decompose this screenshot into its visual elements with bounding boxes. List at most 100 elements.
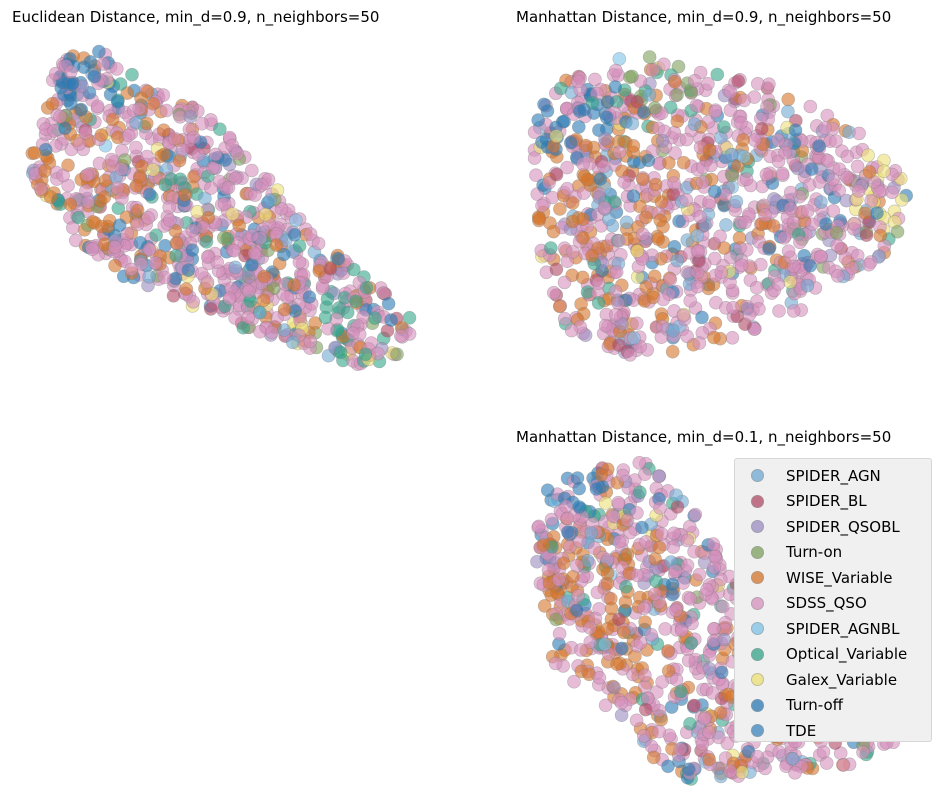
scatter-point <box>532 211 547 226</box>
scatter-point <box>726 300 740 315</box>
scatter-point <box>157 270 172 285</box>
scatter-point <box>58 121 72 136</box>
scatter-point <box>702 661 717 676</box>
scatter-point <box>113 77 128 91</box>
scatter-point <box>702 195 717 209</box>
scatter-point <box>646 750 661 765</box>
scatter-point <box>719 218 733 232</box>
scatter-point <box>654 330 669 345</box>
scatter-point <box>734 258 749 273</box>
scatter-point <box>53 109 67 124</box>
scatter-point <box>657 57 671 72</box>
scatter-point <box>625 69 639 84</box>
scatter-point <box>679 132 694 147</box>
scatter-point <box>303 334 318 349</box>
scatter-point <box>541 562 556 577</box>
scatter-point <box>630 244 645 258</box>
scatter-point <box>717 241 732 255</box>
scatter-point <box>571 588 585 603</box>
scatter-point <box>640 691 655 706</box>
legend-item: SPIDER_BL <box>735 489 931 515</box>
scatter-point <box>653 501 667 515</box>
legend-item: WISE_Variable <box>735 565 931 591</box>
scatter-point <box>166 288 181 303</box>
scatter-point <box>48 66 63 81</box>
scatter-point <box>204 181 218 195</box>
scatter-point <box>667 75 682 89</box>
scatter-point <box>641 153 656 168</box>
scatter-point <box>323 261 338 276</box>
scatter-point <box>758 761 772 776</box>
scatter-point <box>241 310 256 325</box>
scatter-point <box>320 292 335 306</box>
scatter-point <box>826 204 841 218</box>
scatter-point <box>258 207 273 222</box>
scatter-point <box>661 664 676 678</box>
scatter-point <box>218 153 233 167</box>
scatter-point <box>134 256 148 271</box>
scatter-point <box>280 290 295 305</box>
scatter-point <box>556 556 571 571</box>
chart-title-3: Manhattan Distance, min_d=0.1, n_neighbo… <box>516 428 892 446</box>
scatter-point <box>253 324 267 339</box>
scatter-point <box>148 256 163 270</box>
scatter-point <box>717 120 731 134</box>
legend-item: Turn-on <box>735 540 931 566</box>
scatter-point <box>38 164 52 178</box>
scatter-point <box>548 656 563 671</box>
legend-swatch <box>751 622 764 636</box>
legend-label: SPIDER_AGNBL <box>786 619 900 638</box>
scatter-point <box>648 552 662 566</box>
scatter-point <box>611 296 625 310</box>
scatter-point <box>569 603 584 618</box>
scatter-point <box>633 635 648 650</box>
scatter-point <box>803 258 818 273</box>
scatter-point <box>245 163 259 178</box>
scatter-point <box>832 162 847 176</box>
scatter-point <box>812 139 826 153</box>
legend-item: SPIDER_QSOBL <box>735 514 931 540</box>
scatter-point <box>210 255 224 270</box>
scatter-point <box>689 98 704 113</box>
scatter-point <box>850 248 865 263</box>
scatter-point <box>333 345 348 360</box>
scatter-point <box>669 672 684 687</box>
scatter-point <box>793 235 807 250</box>
scatter-point <box>742 307 757 322</box>
scatter-point <box>130 203 145 218</box>
scatter-point <box>646 63 660 77</box>
legend: SPIDER_AGN SPIDER_BL SPIDER_QSOBL Turn-on WI… <box>734 458 932 742</box>
scatter-point <box>567 674 581 689</box>
scatter-point <box>65 76 80 91</box>
scatter-point <box>163 213 177 228</box>
scatter-point <box>572 500 587 514</box>
scatter-point <box>208 147 223 162</box>
scatter-point <box>647 101 662 115</box>
scatter-point <box>832 183 847 198</box>
scatter-point <box>608 284 623 299</box>
scatter-point <box>186 130 201 145</box>
legend-item: Optical_Variable <box>735 642 931 668</box>
scatter-point <box>750 749 765 764</box>
scatter-point <box>635 520 649 535</box>
scatter-point <box>110 62 124 76</box>
scatter-point <box>565 214 580 229</box>
scatter-point <box>672 214 686 228</box>
scatter-point <box>775 166 790 181</box>
scatter-point <box>576 231 590 245</box>
scatter-point <box>535 198 549 213</box>
scatter-point <box>670 500 685 514</box>
scatter-point <box>750 76 765 91</box>
scatter-point <box>542 176 556 190</box>
scatter-point <box>142 187 157 202</box>
scatter-point <box>861 257 876 272</box>
scatter-point <box>376 286 391 300</box>
scatter-point <box>800 204 815 218</box>
scatter-point <box>623 347 637 362</box>
legend-label: SDSS_QSO <box>786 594 867 613</box>
scatter-point <box>277 302 292 317</box>
scatter-point <box>786 259 801 274</box>
scatter-point <box>630 506 644 520</box>
scatter-point <box>81 195 95 209</box>
scatter-point <box>821 154 835 168</box>
